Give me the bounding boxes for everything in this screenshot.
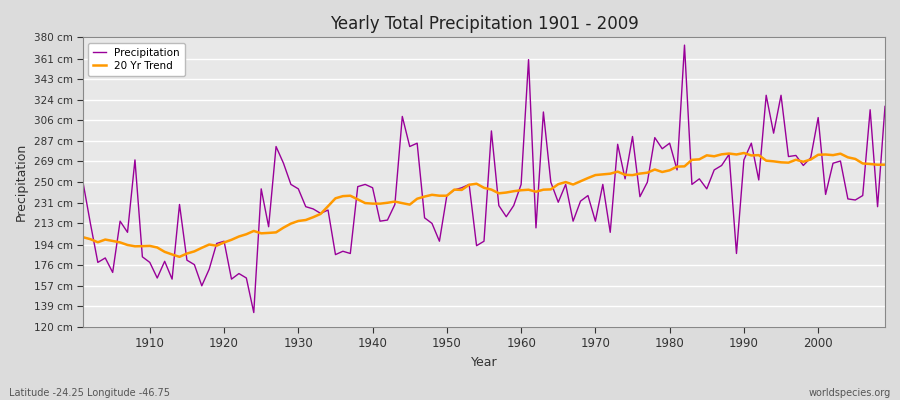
Precipitation xyxy=(137,254,148,259)
Precipitation xyxy=(879,104,890,109)
Legend: Precipitation, 20 Yr Trend: Precipitation, 20 Yr Trend xyxy=(88,42,185,76)
Text: worldspecies.org: worldspecies.org xyxy=(809,388,891,398)
Precipitation xyxy=(248,310,259,315)
20 Yr Trend xyxy=(523,187,534,192)
20 Yr Trend xyxy=(174,254,184,259)
20 Yr Trend xyxy=(308,215,319,220)
20 Yr Trend xyxy=(137,244,148,248)
20 Yr Trend xyxy=(352,197,363,202)
Precipitation xyxy=(516,182,526,187)
20 Yr Trend xyxy=(879,162,890,167)
Title: Yearly Total Precipitation 1901 - 2009: Yearly Total Precipitation 1901 - 2009 xyxy=(329,15,638,33)
20 Yr Trend xyxy=(516,188,526,193)
20 Yr Trend xyxy=(612,169,623,174)
Precipitation xyxy=(308,206,319,211)
X-axis label: Year: Year xyxy=(471,356,498,369)
Precipitation xyxy=(352,184,363,189)
20 Yr Trend xyxy=(739,150,750,155)
Y-axis label: Precipitation: Precipitation xyxy=(15,143,28,221)
Precipitation xyxy=(612,142,623,147)
Line: Precipitation: Precipitation xyxy=(83,45,885,312)
Precipitation xyxy=(680,43,690,48)
Precipitation xyxy=(77,180,88,184)
Precipitation xyxy=(523,57,534,62)
Text: Latitude -24.25 Longitude -46.75: Latitude -24.25 Longitude -46.75 xyxy=(9,388,170,398)
20 Yr Trend xyxy=(77,235,88,240)
Line: 20 Yr Trend: 20 Yr Trend xyxy=(83,153,885,257)
